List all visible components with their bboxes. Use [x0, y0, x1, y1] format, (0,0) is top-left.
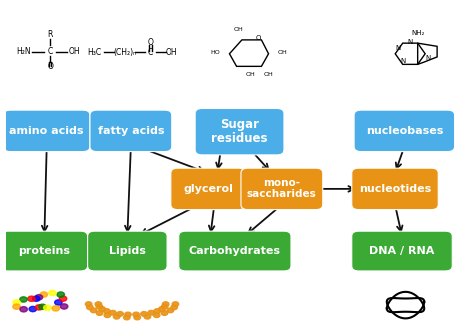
Text: N: N	[396, 45, 401, 51]
Circle shape	[99, 307, 106, 311]
Text: glycerol: glycerol	[183, 184, 233, 194]
Circle shape	[87, 305, 93, 310]
Circle shape	[117, 312, 123, 316]
Text: OH: OH	[165, 48, 177, 57]
Text: N: N	[408, 39, 413, 45]
Circle shape	[171, 305, 177, 310]
Circle shape	[163, 302, 169, 306]
Circle shape	[159, 307, 165, 311]
Text: OH: OH	[234, 27, 243, 32]
Circle shape	[141, 312, 147, 316]
Circle shape	[103, 309, 110, 313]
Circle shape	[134, 315, 140, 320]
Circle shape	[154, 313, 160, 318]
Circle shape	[52, 306, 60, 311]
FancyBboxPatch shape	[1, 231, 88, 271]
Circle shape	[13, 300, 20, 305]
Circle shape	[172, 302, 179, 306]
Text: OH: OH	[278, 50, 288, 55]
Circle shape	[125, 312, 131, 317]
Text: O: O	[147, 38, 153, 47]
Circle shape	[44, 305, 51, 310]
Circle shape	[60, 304, 68, 309]
Circle shape	[57, 292, 64, 297]
Text: proteins: proteins	[18, 246, 70, 256]
Circle shape	[33, 296, 40, 301]
FancyBboxPatch shape	[179, 231, 291, 271]
Circle shape	[85, 302, 92, 306]
FancyBboxPatch shape	[352, 231, 452, 271]
Text: R: R	[47, 30, 53, 39]
Circle shape	[124, 315, 130, 320]
FancyBboxPatch shape	[90, 110, 172, 152]
Circle shape	[148, 310, 155, 315]
Text: amino acids: amino acids	[9, 126, 84, 136]
Text: C: C	[47, 47, 53, 56]
Text: HO: HO	[210, 50, 220, 55]
Circle shape	[55, 300, 62, 305]
Circle shape	[104, 313, 110, 318]
Text: N: N	[400, 58, 405, 64]
Text: C: C	[147, 48, 153, 57]
Circle shape	[49, 290, 56, 296]
Circle shape	[59, 296, 67, 301]
FancyBboxPatch shape	[171, 168, 246, 209]
FancyBboxPatch shape	[3, 110, 90, 152]
Text: NH₂: NH₂	[411, 30, 424, 36]
Circle shape	[133, 312, 139, 317]
FancyBboxPatch shape	[352, 168, 438, 209]
Circle shape	[35, 305, 43, 310]
Text: OH: OH	[246, 73, 255, 78]
Circle shape	[28, 296, 35, 301]
Text: OH: OH	[264, 73, 273, 78]
Text: DNA / RNA: DNA / RNA	[369, 246, 435, 256]
Circle shape	[144, 314, 151, 319]
Text: Lipids: Lipids	[109, 246, 146, 256]
Text: H₂N: H₂N	[16, 47, 31, 56]
Text: (CH₂)ₙ: (CH₂)ₙ	[113, 48, 137, 57]
Circle shape	[40, 292, 47, 297]
Text: OH: OH	[68, 47, 80, 56]
FancyBboxPatch shape	[241, 168, 323, 209]
Text: nucleobases: nucleobases	[365, 126, 443, 136]
Circle shape	[162, 304, 168, 309]
Circle shape	[91, 308, 97, 313]
Circle shape	[109, 310, 116, 315]
Text: mono-
saccharides: mono- saccharides	[247, 178, 317, 199]
Text: Sugar
residues: Sugar residues	[211, 118, 268, 146]
Text: H₃C: H₃C	[87, 48, 101, 57]
Circle shape	[96, 311, 103, 315]
Circle shape	[35, 295, 43, 300]
Circle shape	[95, 302, 101, 306]
Text: nucleotides: nucleotides	[359, 184, 431, 194]
Circle shape	[39, 304, 46, 309]
FancyBboxPatch shape	[195, 109, 284, 155]
Circle shape	[20, 307, 27, 312]
Circle shape	[113, 314, 120, 319]
Circle shape	[161, 311, 168, 315]
Circle shape	[96, 304, 102, 309]
Text: N: N	[426, 55, 431, 61]
FancyBboxPatch shape	[354, 110, 455, 152]
Circle shape	[154, 309, 161, 313]
Text: O: O	[255, 35, 261, 41]
Text: O: O	[47, 62, 53, 71]
Text: Carbohydrates: Carbohydrates	[189, 246, 281, 256]
FancyBboxPatch shape	[88, 231, 167, 271]
Circle shape	[167, 308, 173, 313]
Circle shape	[20, 297, 27, 302]
Circle shape	[29, 306, 36, 312]
Text: fatty acids: fatty acids	[98, 126, 164, 136]
Circle shape	[13, 304, 20, 309]
